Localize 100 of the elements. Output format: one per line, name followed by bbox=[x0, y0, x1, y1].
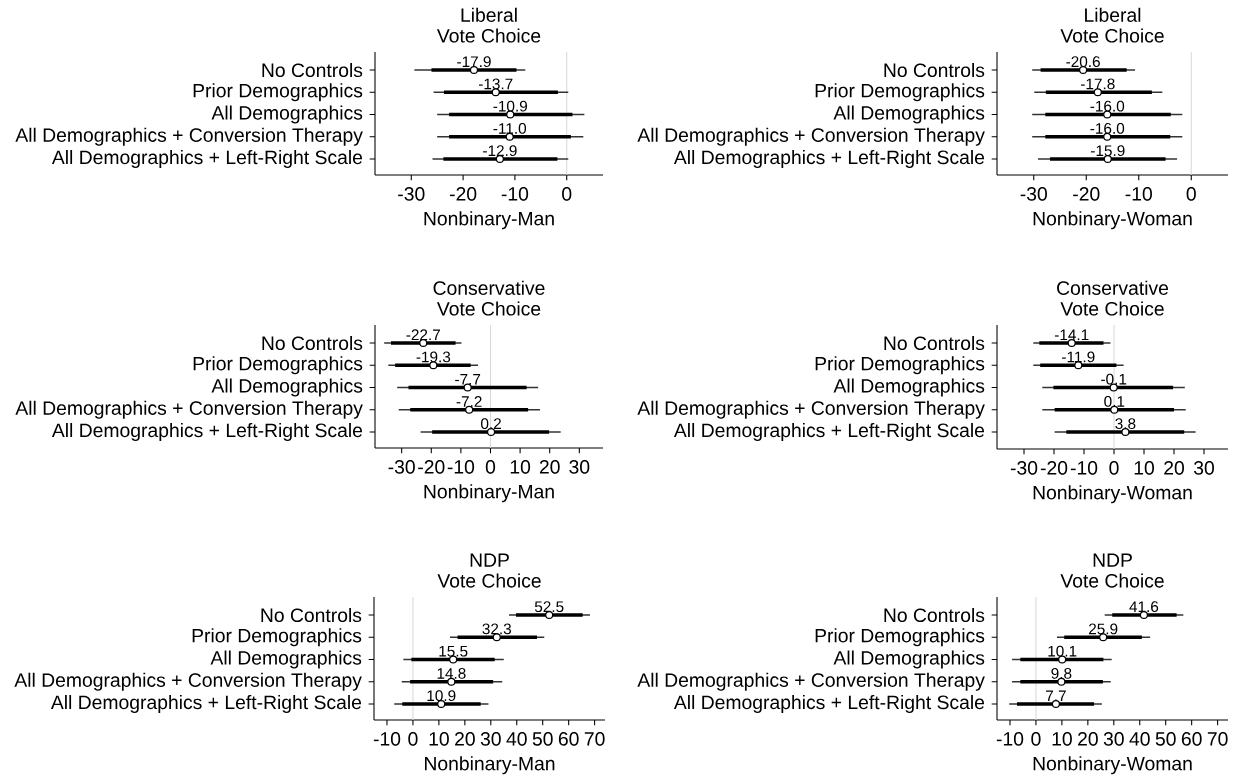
chart-subtitle: Vote Choice bbox=[437, 573, 541, 588]
data-label: 10.9 bbox=[427, 690, 456, 702]
x-tick-label: 70 bbox=[584, 732, 605, 746]
y-tick-label: Prior Demographics bbox=[192, 628, 362, 647]
x-tick-label: 30 bbox=[1193, 461, 1214, 475]
data-label: -7.7 bbox=[455, 374, 481, 385]
x-tick-label: 60 bbox=[558, 732, 579, 746]
x-tick-label: 50 bbox=[1155, 732, 1176, 746]
data-label: -11.9 bbox=[1062, 351, 1095, 363]
chart-title: Liberal bbox=[1085, 7, 1141, 22]
data-label: 0.2 bbox=[481, 418, 501, 430]
bar bbox=[402, 702, 481, 706]
data-label: -15.9 bbox=[1091, 145, 1125, 157]
x-tick-label: -20 bbox=[1073, 187, 1100, 201]
y-tick-label: All Demographics + Left-Right Scale bbox=[50, 694, 362, 714]
x-tick-label: -10 bbox=[447, 460, 475, 474]
y-tick-label: All Demographics bbox=[210, 650, 362, 669]
y-tick-label: Prior Demographics bbox=[815, 628, 985, 647]
x-tick-label: 40 bbox=[506, 732, 527, 746]
x-tick-label: -20 bbox=[449, 187, 477, 201]
x-axis-title: Nonbinary-Man bbox=[424, 484, 554, 503]
x-tick-label: 30 bbox=[480, 732, 501, 746]
chart-subtitle: Vote Choice bbox=[1060, 28, 1164, 43]
data-label: -20.6 bbox=[1066, 56, 1100, 68]
x-axis-title: Nonbinary-Man bbox=[424, 211, 554, 230]
x-tick-label: 20 bbox=[539, 460, 560, 474]
x-tick-label: -10 bbox=[501, 187, 529, 201]
x-tick-label: 0 bbox=[562, 187, 572, 201]
x-tick-label: 20 bbox=[1078, 732, 1098, 746]
y-tick-label: All Demographics + Left-Right Scale bbox=[673, 422, 985, 442]
bar bbox=[431, 68, 517, 72]
x-axis-title: Nonbinary-Man bbox=[425, 756, 555, 775]
data-label: 10.1 bbox=[1048, 645, 1077, 657]
y-tick-label: No Controls bbox=[884, 335, 985, 351]
data-label: -19.3 bbox=[416, 351, 451, 363]
y-tick-label: All Demographics + Left-Right Scale bbox=[673, 694, 985, 714]
data-label: 25.9 bbox=[1089, 623, 1118, 635]
x-tick-label: 40 bbox=[1129, 732, 1150, 746]
chart-title: Liberal bbox=[461, 7, 517, 22]
x-tick-label: 10 bbox=[1052, 732, 1072, 746]
y-tick-label: All Demographics + Left-Right Scale bbox=[51, 149, 363, 169]
data-label: -22.7 bbox=[406, 329, 440, 341]
x-tick-label: -10 bbox=[996, 732, 1024, 746]
data-label: 32.3 bbox=[482, 623, 511, 635]
y-tick-label: No Controls bbox=[261, 607, 362, 623]
data-label: 9.8 bbox=[1051, 667, 1072, 679]
y-tick-label: Prior Demographics bbox=[815, 356, 985, 375]
x-axis-title: Nonbinary-Woman bbox=[1033, 756, 1192, 775]
x-tick-label: 20 bbox=[1164, 461, 1184, 475]
y-tick-label: All Demographics bbox=[833, 105, 985, 124]
data-label: -11.0 bbox=[493, 122, 527, 134]
y-tick-label: All Demographics bbox=[833, 650, 985, 669]
x-tick-label: 20 bbox=[455, 732, 475, 746]
data-label: -7.2 bbox=[456, 396, 482, 407]
data-label: 7.7 bbox=[1046, 690, 1066, 702]
y-tick-label: No Controls bbox=[262, 335, 363, 351]
x-tick-label: 0 bbox=[1186, 187, 1196, 201]
data-label: 15.5 bbox=[439, 645, 468, 657]
x-tick-label: -20 bbox=[1040, 461, 1068, 475]
y-tick-label: All Demographics bbox=[211, 105, 363, 124]
x-tick-label: 0 bbox=[408, 732, 418, 746]
y-tick-label: All Demographics + Conversion Therapy bbox=[637, 672, 985, 691]
x-tick-label: 0 bbox=[1109, 461, 1119, 475]
bar bbox=[432, 430, 550, 434]
data-label: -16.0 bbox=[1090, 122, 1125, 134]
x-tick-label: -30 bbox=[1010, 461, 1038, 475]
chart-title: Conservative bbox=[1057, 280, 1169, 295]
chart-subtitle: Vote Choice bbox=[1060, 573, 1164, 588]
x-tick-label: -20 bbox=[418, 460, 445, 474]
chart-title: Conservative bbox=[433, 280, 545, 295]
x-tick-label: -10 bbox=[373, 732, 401, 746]
data-label: 0.1 bbox=[1104, 395, 1125, 407]
chart-title: NDP bbox=[1093, 553, 1132, 567]
y-tick-label: All Demographics + Conversion Therapy bbox=[637, 127, 985, 146]
x-tick-label: 30 bbox=[569, 460, 590, 474]
x-axis-title: Nonbinary-Woman bbox=[1033, 211, 1192, 230]
y-tick-label: All Demographics bbox=[211, 378, 363, 397]
x-tick-label: 30 bbox=[1103, 732, 1124, 746]
y-tick-label: All Demographics + Left-Right Scale bbox=[673, 149, 985, 169]
y-tick-label: All Demographics + Conversion Therapy bbox=[637, 400, 985, 419]
chart-subtitle: Vote Choice bbox=[436, 301, 541, 316]
x-tick-label: 0 bbox=[485, 460, 496, 474]
y-tick-label: All Demographics + Conversion Therapy bbox=[15, 127, 363, 146]
data-label: -17.9 bbox=[457, 56, 491, 68]
x-tick-label: -30 bbox=[1020, 187, 1047, 201]
x-tick-label: -30 bbox=[388, 460, 415, 474]
x-tick-label: 10 bbox=[429, 732, 449, 746]
data-label: -16.0 bbox=[1090, 100, 1125, 112]
y-tick-label: Prior Demographics bbox=[815, 83, 985, 102]
bar bbox=[1050, 157, 1166, 161]
x-tick-label: -10 bbox=[1125, 187, 1152, 201]
data-label: -14.1 bbox=[1054, 329, 1089, 341]
data-label: 3.8 bbox=[1115, 418, 1136, 430]
x-tick-label: -10 bbox=[1070, 461, 1098, 475]
y-tick-label: No Controls bbox=[884, 62, 985, 78]
data-label: -0.1 bbox=[1101, 373, 1127, 385]
bar bbox=[1016, 702, 1095, 706]
chart-subtitle: Vote Choice bbox=[436, 28, 541, 43]
data-label: 14.8 bbox=[437, 667, 466, 679]
y-tick-label: All Demographics + Conversion Therapy bbox=[14, 672, 362, 691]
